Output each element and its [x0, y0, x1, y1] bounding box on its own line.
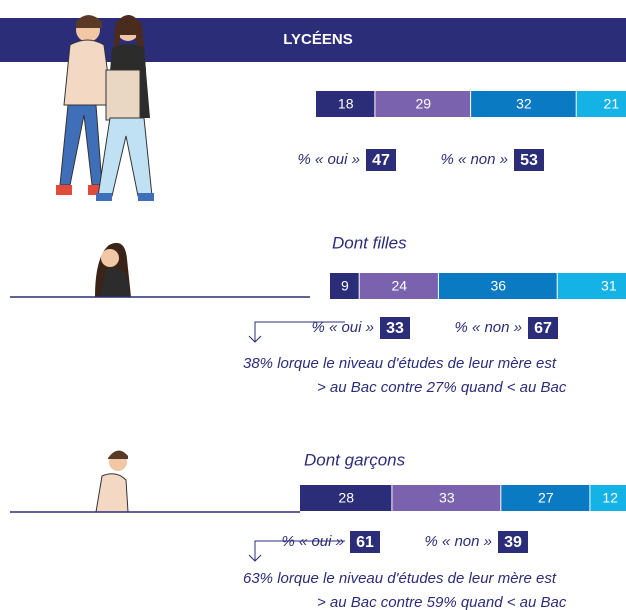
- segment-label: 9: [341, 278, 349, 294]
- note: 38% lorque le niveau d'études de leur mè…: [243, 355, 557, 372]
- note: > au Bac contre 59% quand < au Bac: [317, 594, 567, 610]
- header-title: LYCÉENS: [283, 31, 352, 48]
- summary-label: % « non »: [424, 533, 492, 550]
- segment-label: 33: [439, 490, 455, 506]
- bar-title: Dont garçons: [304, 450, 406, 469]
- girl-illustration: [95, 243, 131, 297]
- summary-label: % « oui »: [311, 319, 374, 336]
- summary-value: 39: [504, 534, 522, 551]
- segment-label: 31: [601, 278, 617, 294]
- summary-label: % « oui »: [297, 151, 360, 168]
- segment-label: 36: [491, 278, 507, 294]
- summary-label: % « oui »: [281, 533, 344, 550]
- summary-value: 67: [534, 320, 552, 337]
- segment-label: 32: [516, 96, 532, 112]
- summary-value: 61: [356, 534, 374, 551]
- summary-value: 33: [386, 320, 404, 337]
- bar-title: Dont filles: [332, 233, 407, 252]
- segment-label: 12: [602, 490, 618, 506]
- segment-label: 28: [338, 490, 354, 506]
- summary-label: % « non »: [454, 319, 522, 336]
- segment-label: 29: [415, 96, 431, 112]
- segment-label: 21: [604, 96, 620, 112]
- boy-illustration: [96, 450, 128, 512]
- summary-value: 53: [520, 152, 538, 169]
- segment-label: 27: [538, 490, 554, 506]
- summary-value: 47: [372, 152, 390, 169]
- summary-label: % « non »: [440, 151, 508, 168]
- segment-label: 24: [392, 278, 408, 294]
- segment-label: 18: [338, 96, 354, 112]
- note: 63% lorque le niveau d'études de leur mè…: [243, 570, 557, 587]
- infographic: LYCÉENS 18 29 32 21 % « oui » 47 % « non » 53 Do…: [0, 0, 626, 610]
- note: > au Bac contre 27% quand < au Bac: [317, 379, 567, 396]
